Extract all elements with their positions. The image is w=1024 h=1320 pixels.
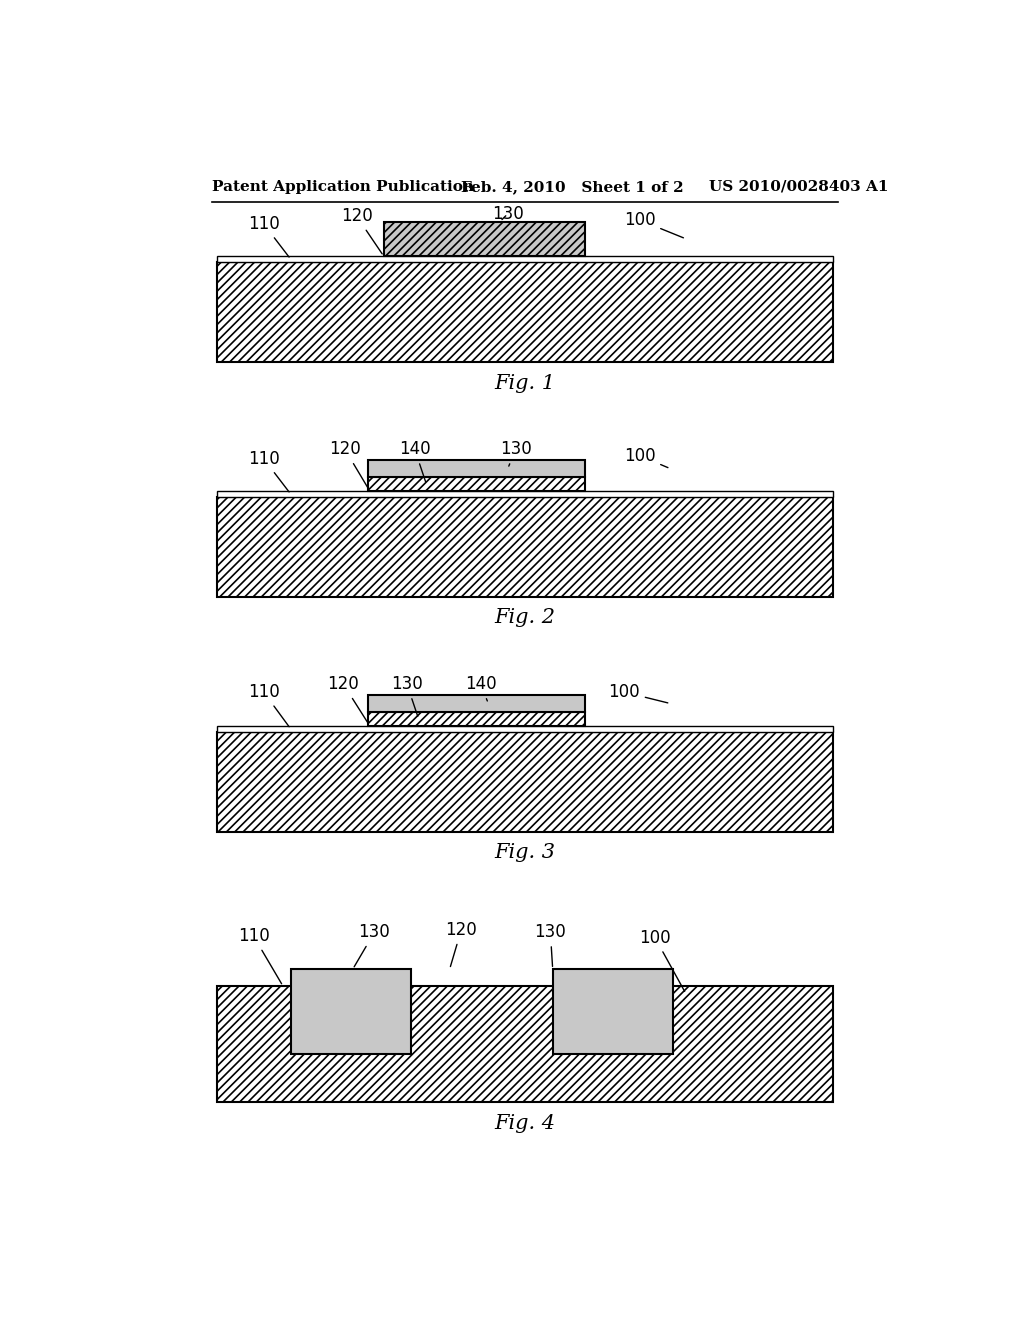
Text: 120: 120 [445, 921, 477, 966]
Text: 140: 140 [399, 441, 430, 482]
Text: 140: 140 [465, 676, 497, 701]
Text: 120: 120 [329, 441, 369, 488]
Bar [369, 478, 586, 491]
Text: 130: 130 [535, 923, 566, 966]
Bar [217, 986, 834, 1102]
Bar [291, 969, 411, 1053]
Text: 110: 110 [248, 450, 289, 492]
Text: Patent Application Publication: Patent Application Publication [212, 180, 474, 194]
Bar [369, 711, 586, 726]
Bar [217, 498, 834, 598]
Text: Feb. 4, 2010   Sheet 1 of 2: Feb. 4, 2010 Sheet 1 of 2 [461, 180, 684, 194]
Text: 120: 120 [341, 207, 382, 253]
Bar [384, 222, 586, 256]
Bar [369, 461, 586, 478]
Text: 130: 130 [492, 205, 523, 223]
Text: 110: 110 [248, 682, 289, 727]
Bar [217, 263, 834, 363]
Text: 100: 100 [624, 446, 668, 467]
Bar [217, 726, 834, 733]
Bar [553, 969, 673, 1053]
Text: 120: 120 [328, 676, 369, 723]
Text: US 2010/0028403 A1: US 2010/0028403 A1 [710, 180, 889, 194]
Text: 130: 130 [354, 923, 390, 966]
Text: 110: 110 [238, 927, 282, 983]
Text: 130: 130 [500, 441, 531, 466]
Bar [369, 696, 586, 711]
Bar [217, 256, 834, 263]
Text: Fig. 4: Fig. 4 [495, 1114, 555, 1134]
Text: Fig. 1: Fig. 1 [495, 374, 555, 393]
Text: 110: 110 [248, 215, 289, 257]
Text: Fig. 3: Fig. 3 [495, 843, 555, 862]
Bar [217, 733, 834, 832]
Text: Fig. 2: Fig. 2 [495, 607, 555, 627]
Text: 100: 100 [639, 929, 685, 991]
Bar [217, 491, 834, 498]
Text: 130: 130 [391, 676, 423, 717]
Text: 100: 100 [608, 682, 668, 702]
Text: 100: 100 [624, 211, 683, 238]
